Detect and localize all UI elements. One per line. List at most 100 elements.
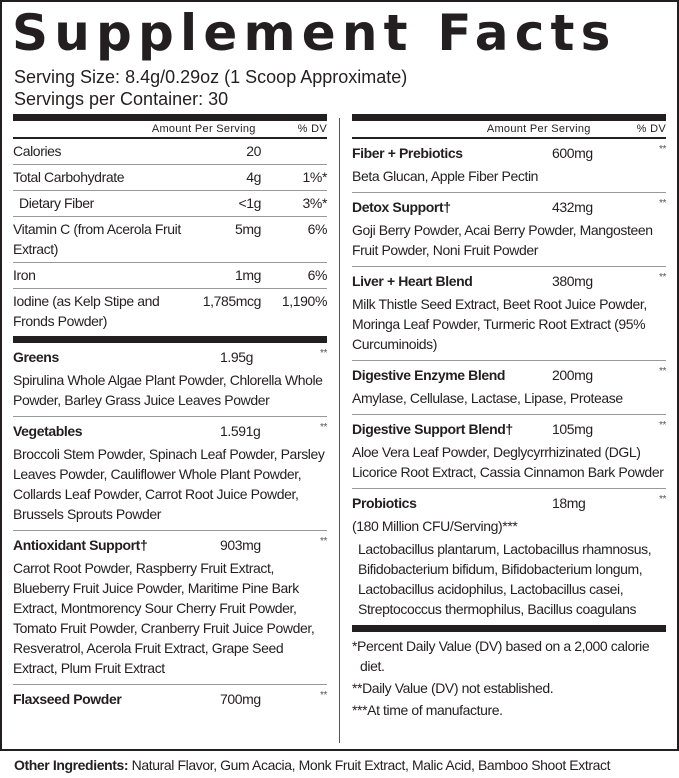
nutrient-dv: 3%*: [302, 195, 328, 211]
blend-name: Liver + Heart Blend: [352, 273, 473, 289]
nutrient-amount: 4g: [246, 169, 261, 185]
right-column: Amount Per Serving % DV Fiber + Prebioti…: [352, 114, 666, 722]
blend-name: Digestive Enzyme Blend: [352, 367, 506, 383]
blend-subtitle: (180 Million CFU/Serving)***: [352, 518, 518, 534]
serving-size-label: Serving Size:: [14, 67, 121, 87]
other-ingredients-label: Other Ingredients:: [14, 757, 129, 773]
blend-row: Probiotics 18mg ** (180 Million CFU/Serving…: [352, 489, 666, 625]
blend-name: Detox Support†: [352, 199, 451, 215]
blend-name: Probiotics: [352, 495, 417, 511]
blend-row: Flaxseed Powder 700mg **: [13, 685, 327, 715]
blend-dv: **: [659, 198, 666, 209]
blend-header: Digestive Support Blend† 105mg **: [352, 419, 666, 439]
table-header: Amount Per Serving % DV: [13, 121, 327, 139]
blend-row: Digestive Enzyme Blend 200mg ** Amylase, Ce…: [352, 361, 666, 415]
right-blend-list: Fiber + Prebiotics 600mg ** Beta Glucan, Ap…: [352, 139, 666, 625]
footnote: ***At time of manufacture.: [352, 702, 503, 718]
blend-header: Vegetables 1.591g **: [13, 421, 327, 441]
dv-header: % DV: [636, 123, 666, 135]
nutrient-row: Iron 1mg 6%: [13, 263, 327, 289]
supplement-facts-panel: [0, 0, 679, 751]
nutrient-name: Iron: [13, 267, 36, 283]
blend-ingredients: Beta Glucan, Apple Fiber Pectin: [352, 168, 539, 184]
blend-header: Fiber + Prebiotics 600mg **: [352, 143, 666, 163]
thick-rule: [352, 114, 666, 121]
nutrient-row: Vitamin C (from Acerola Fruit Extract) 5m…: [13, 217, 327, 263]
blend-ingredients: Spirulina Whole Algae Plant Powder, Chlo…: [13, 372, 323, 408]
blend-row: Vegetables 1.591g ** Broccoli Stem Powder, …: [13, 417, 327, 531]
blend-dv: **: [659, 144, 666, 155]
blend-ingredients: Milk Thistle Seed Extract, Beet Root Jui…: [352, 296, 647, 352]
blend-row: Greens 1.95g ** Spirulina Whole Algae Plant…: [13, 343, 327, 417]
blend-amount: 105mg: [552, 421, 593, 437]
blend-amount: 903mg: [220, 537, 261, 553]
footnote: **Daily Value (DV) not established.: [352, 680, 554, 696]
blend-ingredients: Carrot Root Powder, Raspberry Fruit Extr…: [13, 560, 315, 676]
blend-header: Detox Support† 432mg **: [352, 197, 666, 217]
blend-header: Liver + Heart Blend 380mg **: [352, 271, 666, 291]
nutrient-name: Total Carbohydrate: [13, 169, 125, 185]
nutrient-dv: [261, 141, 327, 161]
nutrient-list: Calories 20 Total Carbohydrate 4g 1%* Dietary…: [13, 139, 327, 334]
blend-ingredients: Aloe Vera Leaf Powder, Deglycyrrhizinate…: [352, 444, 664, 480]
nutrient-name: Calories: [13, 143, 62, 159]
thick-rule: [13, 336, 327, 343]
blend-dv: **: [320, 690, 327, 701]
left-blend-list: Greens 1.95g ** Spirulina Whole Algae Plant…: [13, 343, 327, 715]
nutrient-amount: 1,785mcg: [202, 293, 262, 309]
blend-dv: **: [659, 420, 666, 431]
nutrient-name: Vitamin C (from Acerola Fruit Extract): [13, 221, 181, 257]
blend-header: Probiotics 18mg **: [352, 493, 666, 513]
table-header: Amount Per Serving % DV: [352, 121, 666, 139]
panel-title: Supplement Facts: [12, 4, 617, 62]
blend-header: Flaxseed Powder 700mg **: [13, 689, 327, 709]
blend-row: Antioxidant Support† 903mg ** Carrot Root P…: [13, 531, 327, 685]
blend-ingredients: Goji Berry Powder, Acai Berry Powder, Ma…: [352, 222, 653, 258]
blend-ingredients: Amylase, Cellulase, Lactase, Lipase, Pro…: [352, 390, 623, 406]
nutrient-dv: 6%: [307, 267, 328, 283]
dv-header: % DV: [297, 123, 327, 135]
blend-ingredients: Broccoli Stem Powder, Spinach Leaf Powde…: [13, 446, 325, 522]
footnote: *Percent Daily Value (DV) based on a 2,0…: [352, 638, 650, 674]
amount-per-serving-header: Amount Per Serving: [151, 123, 256, 135]
nutrient-row: Dietary Fiber <1g 3%*: [13, 191, 327, 217]
blend-amount: 1.591g: [220, 423, 261, 439]
serving-size-value: 8.4g/0.29oz (1 Scoop Approximate): [125, 67, 408, 87]
servings-per-container: Servings per Container: 30: [14, 88, 228, 110]
blend-amount: 600mg: [552, 145, 593, 161]
blend-name: Flaxseed Powder: [13, 691, 122, 707]
blend-amount: 18mg: [552, 495, 586, 511]
thick-rule: [352, 625, 666, 632]
nutrient-dv: 6%: [307, 221, 328, 237]
blend-name: Antioxidant Support†: [13, 537, 148, 553]
footnotes: *Percent Daily Value (DV) based on a 2,0…: [352, 632, 666, 720]
other-ingredients: Other Ingredients: Natural Flavor, Gum A…: [14, 757, 610, 773]
blend-dv: **: [659, 494, 666, 505]
serving-size: Serving Size: 8.4g/0.29oz (1 Scoop Appro…: [14, 66, 407, 88]
nutrient-dv: 1,190%: [281, 293, 327, 309]
blend-amount: 380mg: [552, 273, 593, 289]
blend-name: Vegetables: [13, 423, 83, 439]
blend-dv: **: [659, 366, 666, 377]
nutrient-name: Iodine (as Kelp Stipe and Fronds Powder): [13, 293, 160, 329]
servings-per-container-label: Servings per Container:: [14, 89, 204, 109]
nutrient-amount: <1g: [238, 195, 261, 211]
nutrient-amount: 20: [246, 143, 261, 159]
blend-dv: **: [320, 422, 327, 433]
nutrient-amount: 1mg: [234, 267, 261, 283]
blend-header: Greens 1.95g **: [13, 347, 327, 367]
blend-row: Digestive Support Blend† 105mg ** Aloe Vera…: [352, 415, 666, 489]
blend-header: Digestive Enzyme Blend 200mg **: [352, 365, 666, 385]
blend-header: Antioxidant Support† 903mg **: [13, 535, 327, 555]
blend-dv: **: [320, 536, 327, 547]
nutrient-row: Calories 20: [13, 139, 327, 165]
blend-amount: 432mg: [552, 199, 593, 215]
blend-ingredients: Lactobacillus plantarum, Lactobacillus r…: [358, 541, 652, 617]
other-ingredients-value: Natural Flavor, Gum Acacia, Monk Fruit E…: [131, 757, 611, 773]
blend-row: Fiber + Prebiotics 600mg ** Beta Glucan, Ap…: [352, 139, 666, 193]
blend-name: Digestive Support Blend†: [352, 421, 513, 437]
left-column: Amount Per Serving % DV Calories 20 Total …: [13, 114, 327, 715]
nutrient-name: Dietary Fiber: [19, 195, 94, 211]
blend-dv: **: [320, 348, 327, 359]
blend-row: Liver + Heart Blend 380mg ** Milk Thistle S…: [352, 267, 666, 361]
